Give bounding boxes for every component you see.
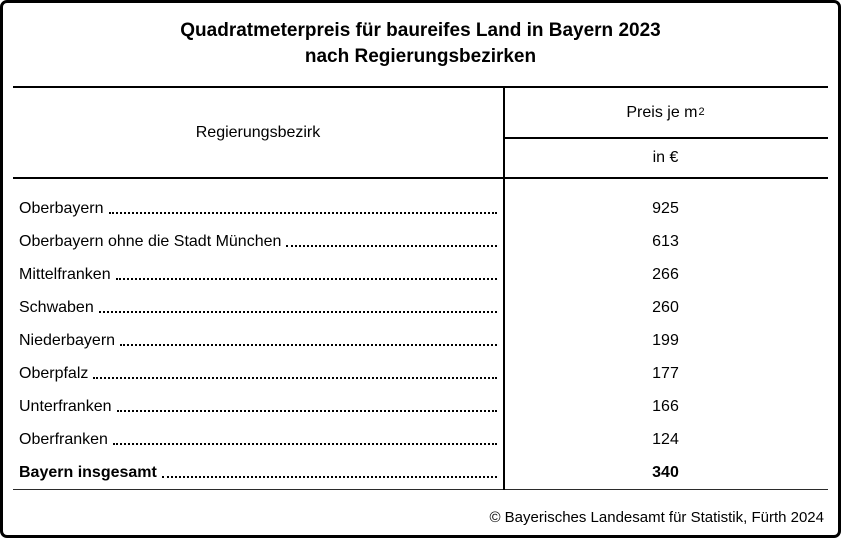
table-row: Mittelfranken 266	[13, 258, 828, 291]
row-label-cell: Bayern insgesamt	[13, 464, 503, 482]
dot-leader	[115, 269, 497, 280]
price-unit-text: Preis je m	[626, 103, 698, 121]
row-label: Niederbayern	[19, 331, 116, 349]
dot-leader	[112, 434, 497, 445]
row-value: 266	[652, 265, 679, 283]
row-value: 199	[652, 331, 679, 349]
row-label-cell: Oberbayern ohne die Stadt München	[13, 233, 503, 251]
table-row: Oberfranken 124	[13, 423, 828, 456]
row-label: Oberpfalz	[19, 364, 89, 382]
table-body: Oberbayern 925 Oberbayern ohne die Stadt…	[13, 179, 828, 490]
row-value: 340	[652, 463, 679, 481]
row-label: Oberbayern ohne die Stadt München	[19, 232, 282, 250]
row-label-cell: Oberbayern	[13, 200, 503, 218]
table-row: Niederbayern 199	[13, 324, 828, 357]
table-row: Schwaben 260	[13, 291, 828, 324]
row-label-cell: Oberfranken	[13, 431, 503, 449]
dot-leader	[116, 401, 497, 412]
row-value: 613	[652, 232, 679, 250]
row-label: Bayern insgesamt	[19, 463, 157, 481]
row-label-cell: Unterfranken	[13, 398, 503, 416]
dot-leader	[98, 302, 497, 313]
row-label: Unterfranken	[19, 397, 112, 415]
column-header-currency: in €	[652, 149, 679, 166]
dot-leader	[93, 368, 497, 379]
row-value: 124	[652, 430, 679, 448]
row-label-cell: Mittelfranken	[13, 266, 503, 284]
column-divider	[503, 86, 505, 490]
table-row: Bayern insgesamt 340	[13, 456, 828, 489]
row-label: Oberfranken	[19, 430, 108, 448]
row-label: Schwaben	[19, 298, 94, 316]
row-label: Oberbayern	[19, 199, 104, 217]
row-value: 166	[652, 397, 679, 415]
dot-leader	[120, 335, 497, 346]
row-label-cell: Oberpfalz	[13, 365, 503, 383]
row-label: Mittelfranken	[19, 265, 111, 283]
table-row: Unterfranken 166	[13, 390, 828, 423]
title-line-2: nach Regierungsbezirken	[304, 46, 537, 67]
copyright-text: © Bayerisches Landesamt für Statistik, F…	[489, 509, 824, 526]
table-row: Oberbayern 925	[13, 192, 828, 225]
row-value: 260	[652, 298, 679, 316]
table-row: Oberpfalz 177	[13, 357, 828, 390]
footer: © Bayerisches Landesamt für Statistik, F…	[3, 490, 838, 535]
row-label-cell: Schwaben	[13, 299, 503, 317]
title-line-1: Quadratmeterpreis für baureifes Land in …	[180, 20, 661, 41]
row-label-cell: Niederbayern	[13, 332, 503, 350]
column-header-region: Regierungsbezirk	[195, 123, 321, 141]
dot-leader	[108, 203, 497, 214]
row-value: 177	[652, 364, 679, 382]
dot-leader	[286, 236, 497, 247]
dot-leader	[161, 467, 497, 478]
table-row: Oberbayern ohne die Stadt München 613	[13, 225, 828, 258]
page-title: Quadratmeterpreis für baureifes Land in …	[3, 3, 838, 86]
row-value: 925	[652, 199, 679, 217]
